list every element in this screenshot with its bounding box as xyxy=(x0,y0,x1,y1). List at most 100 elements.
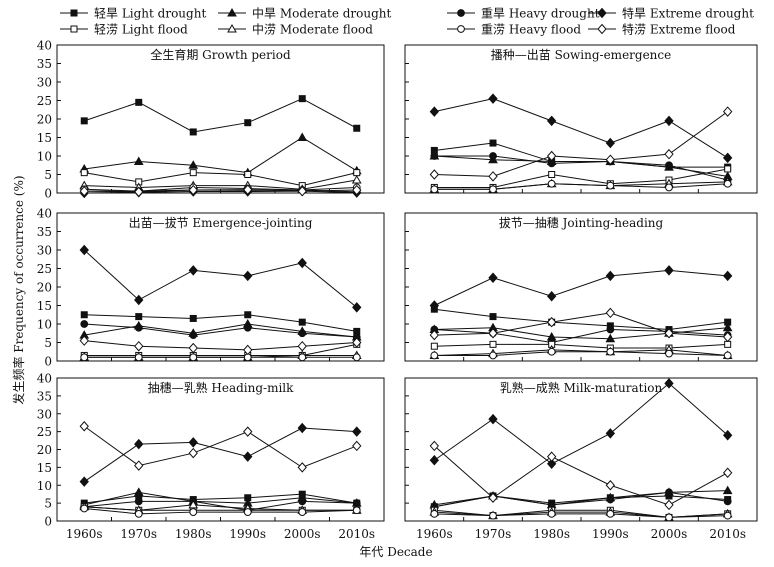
data-point xyxy=(722,467,733,478)
series-line xyxy=(84,189,357,193)
data-point xyxy=(352,302,362,313)
data-point xyxy=(189,353,198,362)
data-point xyxy=(665,349,673,358)
legend-label: 特旱 Extreme drought xyxy=(622,6,754,21)
data-point xyxy=(605,479,616,491)
data-point xyxy=(723,497,732,506)
series-line xyxy=(84,493,357,504)
legend-item: 轻涝 Light flood xyxy=(60,23,188,37)
series-line xyxy=(84,323,357,338)
y-tick-label: 20 xyxy=(37,281,52,295)
data-point xyxy=(489,185,497,194)
data-point xyxy=(189,169,197,177)
data-point xyxy=(297,422,307,434)
plot-frame xyxy=(404,212,758,362)
data-point xyxy=(133,487,144,496)
legend-marker xyxy=(457,9,465,17)
data-point xyxy=(665,183,673,192)
data-point xyxy=(606,181,615,190)
chart-panel: 播种—出苗 Sowing-emergence xyxy=(404,44,758,194)
series-line xyxy=(84,314,357,332)
y-tick-label: 30 xyxy=(37,407,52,421)
data-point xyxy=(298,497,307,506)
data-point xyxy=(297,185,307,197)
data-point xyxy=(188,184,198,196)
y-tick-label: 30 xyxy=(37,244,52,258)
chart-panel: 拔节—抽穗 Jointing-heading xyxy=(404,212,758,362)
x-tick-label: 2000s xyxy=(651,527,688,541)
x-tick-label: 2000s xyxy=(284,527,321,541)
data-point xyxy=(188,265,198,276)
data-point xyxy=(297,462,307,473)
x-tick-label: 1980s xyxy=(175,527,212,541)
series xyxy=(430,179,732,194)
series-line xyxy=(84,323,357,338)
series xyxy=(79,132,362,177)
data-point xyxy=(79,185,89,197)
series xyxy=(429,265,733,311)
panel-title: 出苗—拔节 Emergence-jointing xyxy=(129,215,313,230)
data-point xyxy=(189,331,198,340)
series-line xyxy=(83,249,358,308)
data-point xyxy=(722,331,733,343)
series xyxy=(80,320,361,341)
data-point xyxy=(488,93,498,104)
data-point xyxy=(244,171,252,178)
chart-panel: 1960s 1970s 1980s 1990s 2000s 2010s 乳熟—成熟 Milk… xyxy=(404,377,758,541)
y-tick-label: 5 xyxy=(44,497,52,511)
plot-frame xyxy=(56,44,385,194)
data-point xyxy=(188,160,199,169)
data-point xyxy=(430,185,439,194)
data-point xyxy=(429,106,440,117)
chart-panel: 0 5 10 15 20 25 30 35 40 全生育期 Growth period xyxy=(37,39,385,201)
data-point xyxy=(547,509,556,518)
data-point xyxy=(243,508,252,516)
x-tick-label: 1990s xyxy=(229,527,266,541)
y-tick-label: 40 xyxy=(37,207,52,221)
series-line xyxy=(434,343,728,349)
data-point xyxy=(135,98,143,106)
data-point xyxy=(133,156,144,166)
data-point xyxy=(351,175,362,184)
data-point xyxy=(723,351,732,360)
y-tick-label: 0 xyxy=(44,187,52,201)
data-point xyxy=(134,497,143,506)
y-tick-label: 25 xyxy=(37,94,52,108)
y-tick-label: 35 xyxy=(37,57,52,71)
series xyxy=(80,353,361,362)
series-line xyxy=(84,491,357,506)
y-tick-label: 25 xyxy=(37,425,52,439)
data-point xyxy=(352,184,362,196)
series xyxy=(429,307,733,343)
series-line xyxy=(434,98,728,159)
data-point xyxy=(723,179,732,188)
data-point xyxy=(605,137,616,149)
series xyxy=(429,106,733,182)
x-tick-label: 1960s xyxy=(416,527,453,541)
data-point xyxy=(134,509,143,518)
series xyxy=(79,335,362,356)
y-tick-label: 15 xyxy=(37,299,52,313)
panel-title: 播种—出苗 Sowing-emergence xyxy=(491,48,672,62)
series xyxy=(430,340,732,352)
data-point xyxy=(134,186,144,198)
data-point xyxy=(189,508,198,516)
data-point xyxy=(352,440,362,452)
data-point xyxy=(188,447,198,459)
data-point xyxy=(429,300,440,311)
panel-title: 全生育期 Growth period xyxy=(150,47,291,62)
series-line xyxy=(84,136,358,174)
series-line xyxy=(434,349,728,356)
series xyxy=(79,244,362,313)
legend-item: 特涝 Extreme flood xyxy=(588,22,736,37)
data-point xyxy=(548,171,556,178)
series-line xyxy=(434,308,728,331)
data-point xyxy=(489,351,497,360)
data-point xyxy=(489,511,497,520)
x-tick-label: 1960s xyxy=(66,527,103,541)
data-point xyxy=(353,124,361,132)
x-axis-label: 年代 Decade xyxy=(359,545,432,559)
series-line xyxy=(434,155,728,177)
data-point xyxy=(665,513,673,522)
data-point xyxy=(134,353,143,362)
